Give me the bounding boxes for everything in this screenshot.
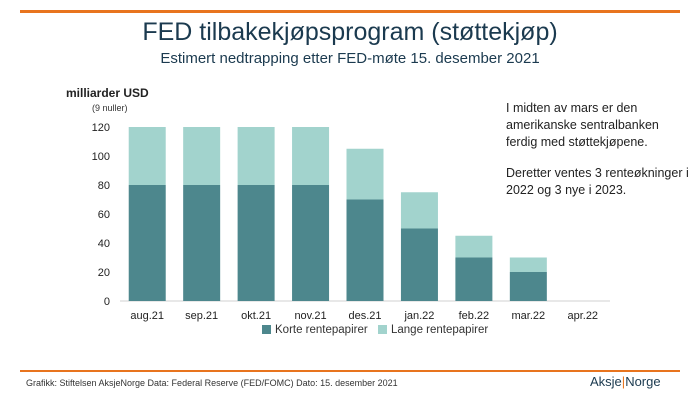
logo-separator: | — [621, 374, 626, 389]
bar-korte — [455, 257, 493, 301]
legend-swatch — [262, 325, 271, 334]
aksjenorge-logo: Aksje|Norge — [590, 374, 661, 389]
x-tick-label: aug.21 — [130, 310, 164, 322]
y-tick-label: 40 — [98, 238, 110, 250]
y-tick-label: 100 — [92, 151, 110, 163]
bottom-rule — [20, 370, 680, 372]
x-tick-label: feb.22 — [459, 310, 490, 322]
bar-lange — [183, 127, 221, 185]
bar-korte — [183, 185, 221, 301]
chart-title: FED tilbakekjøpsprogram (støttekjøp) — [142, 18, 558, 46]
bar-lange — [292, 127, 330, 185]
bar-korte — [237, 185, 275, 301]
bar-korte — [509, 272, 547, 301]
bar-lange — [400, 192, 438, 229]
bar-korte — [346, 199, 384, 301]
bar-lange — [237, 127, 275, 185]
y-tick-label: 80 — [98, 180, 110, 192]
chart-subtitle: Estimert nedtrapping etter FED-møte 15. … — [160, 50, 540, 67]
annotation-text-2: Deretter ventes 3 renteøkninger i 2022 o… — [506, 166, 689, 197]
bar-korte — [400, 228, 438, 301]
bar-lange — [128, 127, 166, 185]
x-tick-label: jan.22 — [403, 310, 434, 322]
y-axis-unit-note: (9 nuller) — [92, 103, 128, 113]
y-tick-label: 120 — [92, 122, 110, 134]
bar-lange — [455, 235, 493, 258]
bar-korte — [128, 185, 166, 301]
bar-korte — [292, 185, 330, 301]
x-tick-label: nov.21 — [294, 310, 326, 322]
y-tick-label: 60 — [98, 209, 110, 221]
x-tick-label: okt.21 — [241, 310, 271, 322]
y-tick-label: 0 — [104, 296, 110, 308]
x-tick-label: des.21 — [348, 310, 381, 322]
bar-lange — [346, 148, 384, 200]
bar-lange — [509, 257, 547, 272]
x-tick-label: mar.22 — [512, 310, 546, 322]
x-tick-label: sep.21 — [185, 310, 218, 322]
y-tick-label: 20 — [98, 267, 110, 279]
y-axis-unit: milliarder USD — [66, 86, 149, 100]
logo-left: Aksje — [590, 374, 622, 389]
logo-right: Norge — [625, 374, 661, 389]
legend-label: Korte rentepapirer — [275, 324, 368, 336]
annotation-text-1: I midten av mars er den amerikanske sent… — [506, 101, 659, 149]
footer-source: Grafikk: Stiftelsen AksjeNorge Data: Fed… — [26, 378, 398, 388]
legend-swatch — [378, 325, 387, 334]
legend-label: Lange rentepapirer — [391, 324, 488, 336]
x-tick-label: apr.22 — [567, 310, 598, 322]
top-rule — [20, 10, 680, 13]
